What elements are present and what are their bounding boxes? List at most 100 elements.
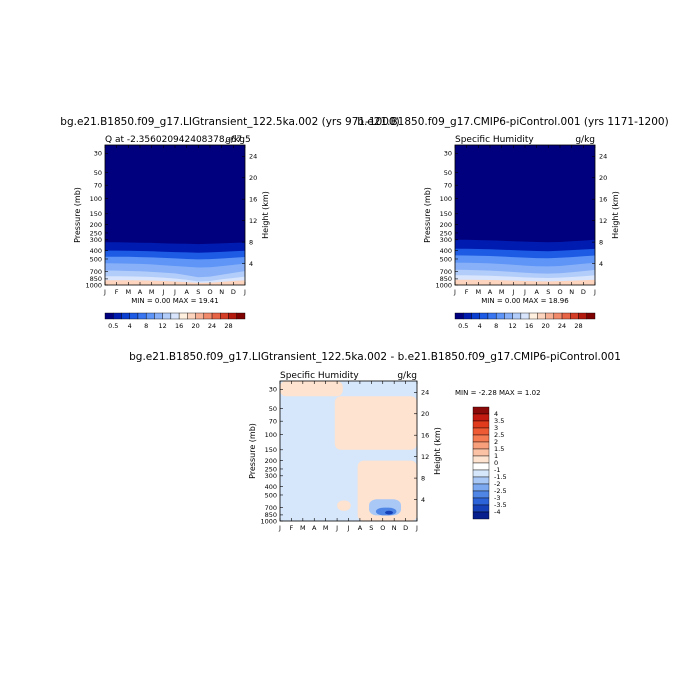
y-tick-label: 400 — [440, 247, 452, 255]
colorbar-label: -1 — [494, 466, 500, 474]
colorbar-swatch — [129, 312, 139, 320]
x-tick-label: F — [290, 524, 294, 532]
colorbar-label: -1.5 — [494, 473, 507, 481]
colorbar-label: 16 — [175, 322, 183, 330]
colorbar-swatch — [211, 312, 221, 320]
panel-subtitle: Specific Humidity — [280, 371, 359, 381]
y-right-tick-label: 8 — [421, 474, 425, 482]
y-tick-label: 500 — [90, 255, 102, 263]
x-tick-label: N — [569, 288, 574, 296]
colorbar-swatch — [472, 455, 490, 464]
x-tick-label: O — [207, 288, 212, 296]
y-tick-label: 70 — [94, 181, 102, 189]
colorbar-swatch — [586, 312, 596, 320]
y-right-axis-label: Height (km) — [611, 191, 620, 239]
y-tick-label: 700 — [440, 268, 452, 276]
y-tick-label: 150 — [90, 210, 102, 218]
panel-2-field — [455, 145, 595, 285]
y-tick-label: 250 — [90, 229, 102, 237]
panel-units: g/kg — [397, 371, 417, 381]
colorbar-label: 2 — [494, 438, 498, 446]
colorbar-swatch — [203, 312, 213, 320]
x-tick-label: A — [184, 288, 189, 296]
y-tick-label: 400 — [90, 247, 102, 255]
colorbar-swatch — [170, 312, 180, 320]
y-tick-label: 150 — [265, 446, 277, 454]
y-axis-label: Pressure (mb) — [423, 187, 432, 243]
colorbar-swatch — [472, 434, 490, 443]
y-tick-label: 850 — [265, 511, 277, 519]
y-tick-label: 50 — [269, 405, 277, 413]
x-tick-label: J — [453, 288, 456, 296]
colorbar-swatch — [472, 483, 490, 492]
y-tick-label: 200 — [440, 221, 452, 229]
y-tick-label: 1000 — [260, 517, 277, 525]
x-tick-label: N — [219, 288, 224, 296]
x-tick-label: M — [499, 288, 505, 296]
colorbar-swatch — [570, 312, 579, 320]
colorbar-label: 4 — [128, 322, 132, 330]
y-right-axis-label: Height (km) — [433, 427, 442, 475]
colorbar-label: 4 — [494, 410, 498, 418]
colorbar-swatch — [472, 406, 490, 415]
y-tick-label: 700 — [90, 268, 102, 276]
y-tick-label: 1000 — [435, 281, 452, 289]
y-tick-label: 400 — [265, 483, 277, 491]
colorbar-swatch — [472, 413, 490, 422]
y-tick-label: 250 — [265, 465, 277, 473]
colorbar-swatch — [472, 469, 490, 478]
colorbar-label: -2.5 — [494, 487, 507, 495]
x-tick-label: J — [415, 524, 418, 532]
colorbar-swatch — [472, 448, 490, 457]
panel-title: b.e21.B1850.f09_g17.CMIP6-piControl.001 … — [357, 116, 668, 128]
x-tick-label: J — [243, 288, 246, 296]
x-tick-label: J — [523, 288, 526, 296]
x-tick-label: M — [476, 288, 482, 296]
colorbar-label: 16 — [525, 322, 533, 330]
colorbar-label: 24 — [208, 322, 216, 330]
x-tick-label: A — [138, 288, 143, 296]
x-tick-label: A — [358, 524, 363, 532]
colorbar-swatch — [220, 312, 229, 320]
panel-subtitle: Specific Humidity — [455, 135, 534, 145]
y-tick-label: 70 — [444, 181, 452, 189]
y-tick-label: 300 — [265, 472, 277, 480]
x-tick-label: M — [300, 524, 306, 532]
x-tick-label: M — [323, 524, 329, 532]
x-tick-label: N — [392, 524, 397, 532]
y-tick-label: 150 — [440, 210, 452, 218]
y-tick-label: 250 — [440, 229, 452, 237]
plot-frame — [104, 144, 246, 286]
y-tick-label: 30 — [444, 150, 452, 158]
diff-region — [334, 396, 417, 450]
y-tick-label: 500 — [440, 255, 452, 263]
colorbar-swatch — [195, 312, 205, 320]
panel-1: J F M A M J J A S O N D J305070100150200250300400500… — [60, 116, 399, 296]
colorbar: 0.5 4 8 12 16 20 24 28 — [104, 312, 246, 330]
colorbar-label: 28 — [574, 322, 582, 330]
y-tick-label: 300 — [90, 236, 102, 244]
panel-units: g/kg — [225, 135, 245, 145]
x-tick-label: D — [581, 288, 586, 296]
colorbar-label: -4 — [494, 508, 500, 516]
colorbar-swatch — [504, 312, 513, 320]
y-right-tick-label: 16 — [599, 196, 607, 204]
x-tick-label: M — [149, 288, 155, 296]
y-tick-label: 50 — [444, 169, 452, 177]
colorbar-swatch — [472, 441, 490, 450]
y-tick-label: 30 — [269, 386, 277, 394]
x-tick-label: A — [312, 524, 317, 532]
panel-1-field — [105, 145, 245, 285]
colorbar-swatch — [454, 312, 464, 320]
diff-region — [280, 381, 343, 397]
colorbar-label: 20 — [191, 322, 199, 330]
y-right-tick-label: 8 — [599, 238, 603, 246]
y-right-axis-label: Height (km) — [261, 191, 270, 239]
panel-2: J F M A M J J A S O N D J305070100150200250300400500… — [357, 116, 668, 296]
y-right-tick-label: 20 — [249, 174, 257, 182]
y-tick-label: 500 — [265, 491, 277, 499]
colorbar-swatch — [487, 312, 497, 320]
y-tick-label: 200 — [90, 221, 102, 229]
colorbar-swatch — [471, 312, 480, 320]
